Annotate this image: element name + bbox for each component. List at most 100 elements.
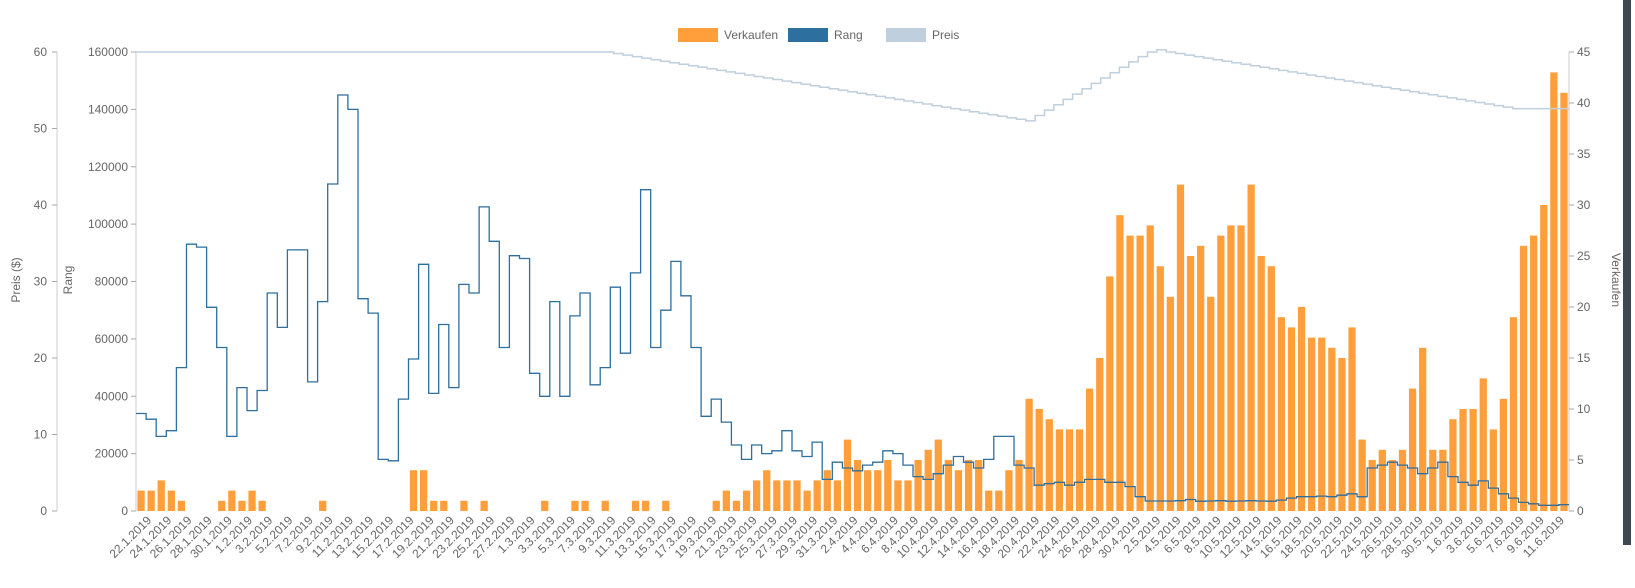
legend-label-preis[interactable]: Preis <box>932 28 959 42</box>
verkaufen-bar[interactable] <box>1005 470 1013 511</box>
verkaufen-bar[interactable] <box>319 500 327 511</box>
verkaufen-bar[interactable] <box>874 470 882 511</box>
verkaufen-bar[interactable] <box>1166 296 1175 511</box>
verkaufen-bar[interactable] <box>480 500 488 511</box>
verkaufen-bar[interactable] <box>601 500 609 511</box>
verkaufen-bar[interactable] <box>1489 429 1497 511</box>
verkaufen-bar[interactable] <box>1519 245 1528 512</box>
verkaufen-bar[interactable] <box>1338 358 1346 511</box>
verkaufen-bar[interactable] <box>742 490 751 511</box>
verkaufen-bar[interactable] <box>995 490 1003 511</box>
verkaufen-bar[interactable] <box>1086 388 1094 511</box>
verkaufen-bar[interactable] <box>1257 256 1265 511</box>
rang-line[interactable] <box>136 94 1569 506</box>
verkaufen-bar[interactable] <box>1237 225 1245 511</box>
verkaufen-bar[interactable] <box>1308 337 1316 511</box>
verkaufen-bar[interactable] <box>1348 327 1356 511</box>
verkaufen-bar[interactable] <box>1126 235 1134 511</box>
verkaufen-bar[interactable] <box>1398 449 1407 511</box>
verkaufen-bar[interactable] <box>1277 317 1286 511</box>
verkaufen-bar[interactable] <box>1550 72 1558 512</box>
verkaufen-bar[interactable] <box>783 480 791 511</box>
verkaufen-bar[interactable] <box>1297 307 1306 511</box>
verkaufen-bar[interactable] <box>763 470 771 511</box>
verkaufen-bar[interactable] <box>732 500 741 511</box>
verkaufen-bar[interactable] <box>571 500 579 511</box>
verkaufen-bar[interactable] <box>228 490 236 511</box>
verkaufen-bar[interactable] <box>1368 460 1376 511</box>
verkaufen-bar[interactable] <box>964 460 973 511</box>
verkaufen-bar[interactable] <box>752 480 761 511</box>
verkaufen-bar[interactable] <box>712 500 720 511</box>
verkaufen-bar[interactable] <box>823 470 831 511</box>
scrollbar[interactable] <box>1623 0 1631 545</box>
verkaufen-bar[interactable] <box>248 490 256 511</box>
verkaufen-bar[interactable] <box>460 500 468 511</box>
verkaufen-bar[interactable] <box>1499 398 1508 511</box>
verkaufen-bar[interactable] <box>1176 184 1185 511</box>
verkaufen-bar[interactable] <box>1439 449 1447 511</box>
verkaufen-bar[interactable] <box>1065 429 1074 511</box>
verkaufen-bar[interactable] <box>1096 358 1104 511</box>
verkaufen-bar[interactable] <box>157 480 165 511</box>
verkaufen-bar[interactable] <box>924 449 932 511</box>
verkaufen-bar[interactable] <box>662 500 670 511</box>
verkaufen-bar[interactable] <box>1247 184 1255 511</box>
verkaufen-bar[interactable] <box>1267 266 1275 511</box>
verkaufen-bar[interactable] <box>1227 225 1235 511</box>
legend-label-verkaufen[interactable]: Verkaufen <box>724 28 778 42</box>
verkaufen-bar[interactable] <box>1419 347 1427 511</box>
verkaufen-bar[interactable] <box>167 490 175 511</box>
verkaufen-bar[interactable] <box>258 500 266 511</box>
verkaufen-bar[interactable] <box>884 460 892 511</box>
verkaufen-bar[interactable] <box>137 490 145 511</box>
verkaufen-bar[interactable] <box>1388 460 1397 511</box>
verkaufen-bar[interactable] <box>803 490 811 511</box>
verkaufen-bar[interactable] <box>1378 449 1386 511</box>
verkaufen-bar[interactable] <box>1075 429 1084 511</box>
verkaufen-bar[interactable] <box>914 460 922 511</box>
verkaufen-bar[interactable] <box>985 490 993 511</box>
verkaufen-bar[interactable] <box>1015 460 1023 511</box>
verkaufen-bar[interactable] <box>813 480 821 511</box>
verkaufen-bar[interactable] <box>894 480 902 511</box>
preis-line[interactable] <box>136 48 1569 122</box>
verkaufen-bar[interactable] <box>1217 235 1225 511</box>
verkaufen-bar[interactable] <box>1156 266 1164 511</box>
legend-swatch-verkaufen[interactable] <box>678 28 718 42</box>
verkaufen-bar[interactable] <box>1509 317 1518 511</box>
verkaufen-bar[interactable] <box>1469 409 1477 511</box>
verkaufen-bar[interactable] <box>440 500 448 511</box>
verkaufen-bar[interactable] <box>541 500 549 511</box>
verkaufen-bar[interactable] <box>1035 409 1043 511</box>
verkaufen-bar[interactable] <box>853 460 862 511</box>
verkaufen-bar[interactable] <box>944 460 953 511</box>
verkaufen-bar[interactable] <box>1207 296 1215 511</box>
verkaufen-bar[interactable] <box>904 480 912 511</box>
verkaufen-bar[interactable] <box>1287 327 1296 511</box>
legend-swatch-preis[interactable] <box>886 28 926 42</box>
verkaufen-bar[interactable] <box>722 490 730 511</box>
verkaufen-bar[interactable] <box>1560 92 1568 512</box>
verkaufen-bar[interactable] <box>864 470 872 511</box>
verkaufen-bar[interactable] <box>1459 409 1467 511</box>
verkaufen-bar[interactable] <box>177 500 186 511</box>
verkaufen-bar[interactable] <box>1106 276 1114 511</box>
verkaufen-bar[interactable] <box>581 500 589 511</box>
verkaufen-bar[interactable] <box>641 500 650 511</box>
verkaufen-bar[interactable] <box>430 500 438 511</box>
verkaufen-bar[interactable] <box>1197 245 1205 512</box>
verkaufen-bar[interactable] <box>1055 429 1064 511</box>
legend-swatch-rang[interactable] <box>788 28 828 42</box>
verkaufen-bar[interactable] <box>1116 215 1124 511</box>
verkaufen-bar[interactable] <box>1540 205 1548 511</box>
verkaufen-bar[interactable] <box>1449 419 1457 511</box>
legend-label-rang[interactable]: Rang <box>834 28 863 42</box>
verkaufen-bar[interactable] <box>1186 256 1195 511</box>
verkaufen-bar[interactable] <box>1025 398 1033 511</box>
verkaufen-bar[interactable] <box>934 439 942 511</box>
verkaufen-bar[interactable] <box>833 480 841 511</box>
verkaufen-bar[interactable] <box>1429 449 1437 511</box>
verkaufen-bar[interactable] <box>238 500 246 511</box>
verkaufen-bar[interactable] <box>773 480 781 511</box>
